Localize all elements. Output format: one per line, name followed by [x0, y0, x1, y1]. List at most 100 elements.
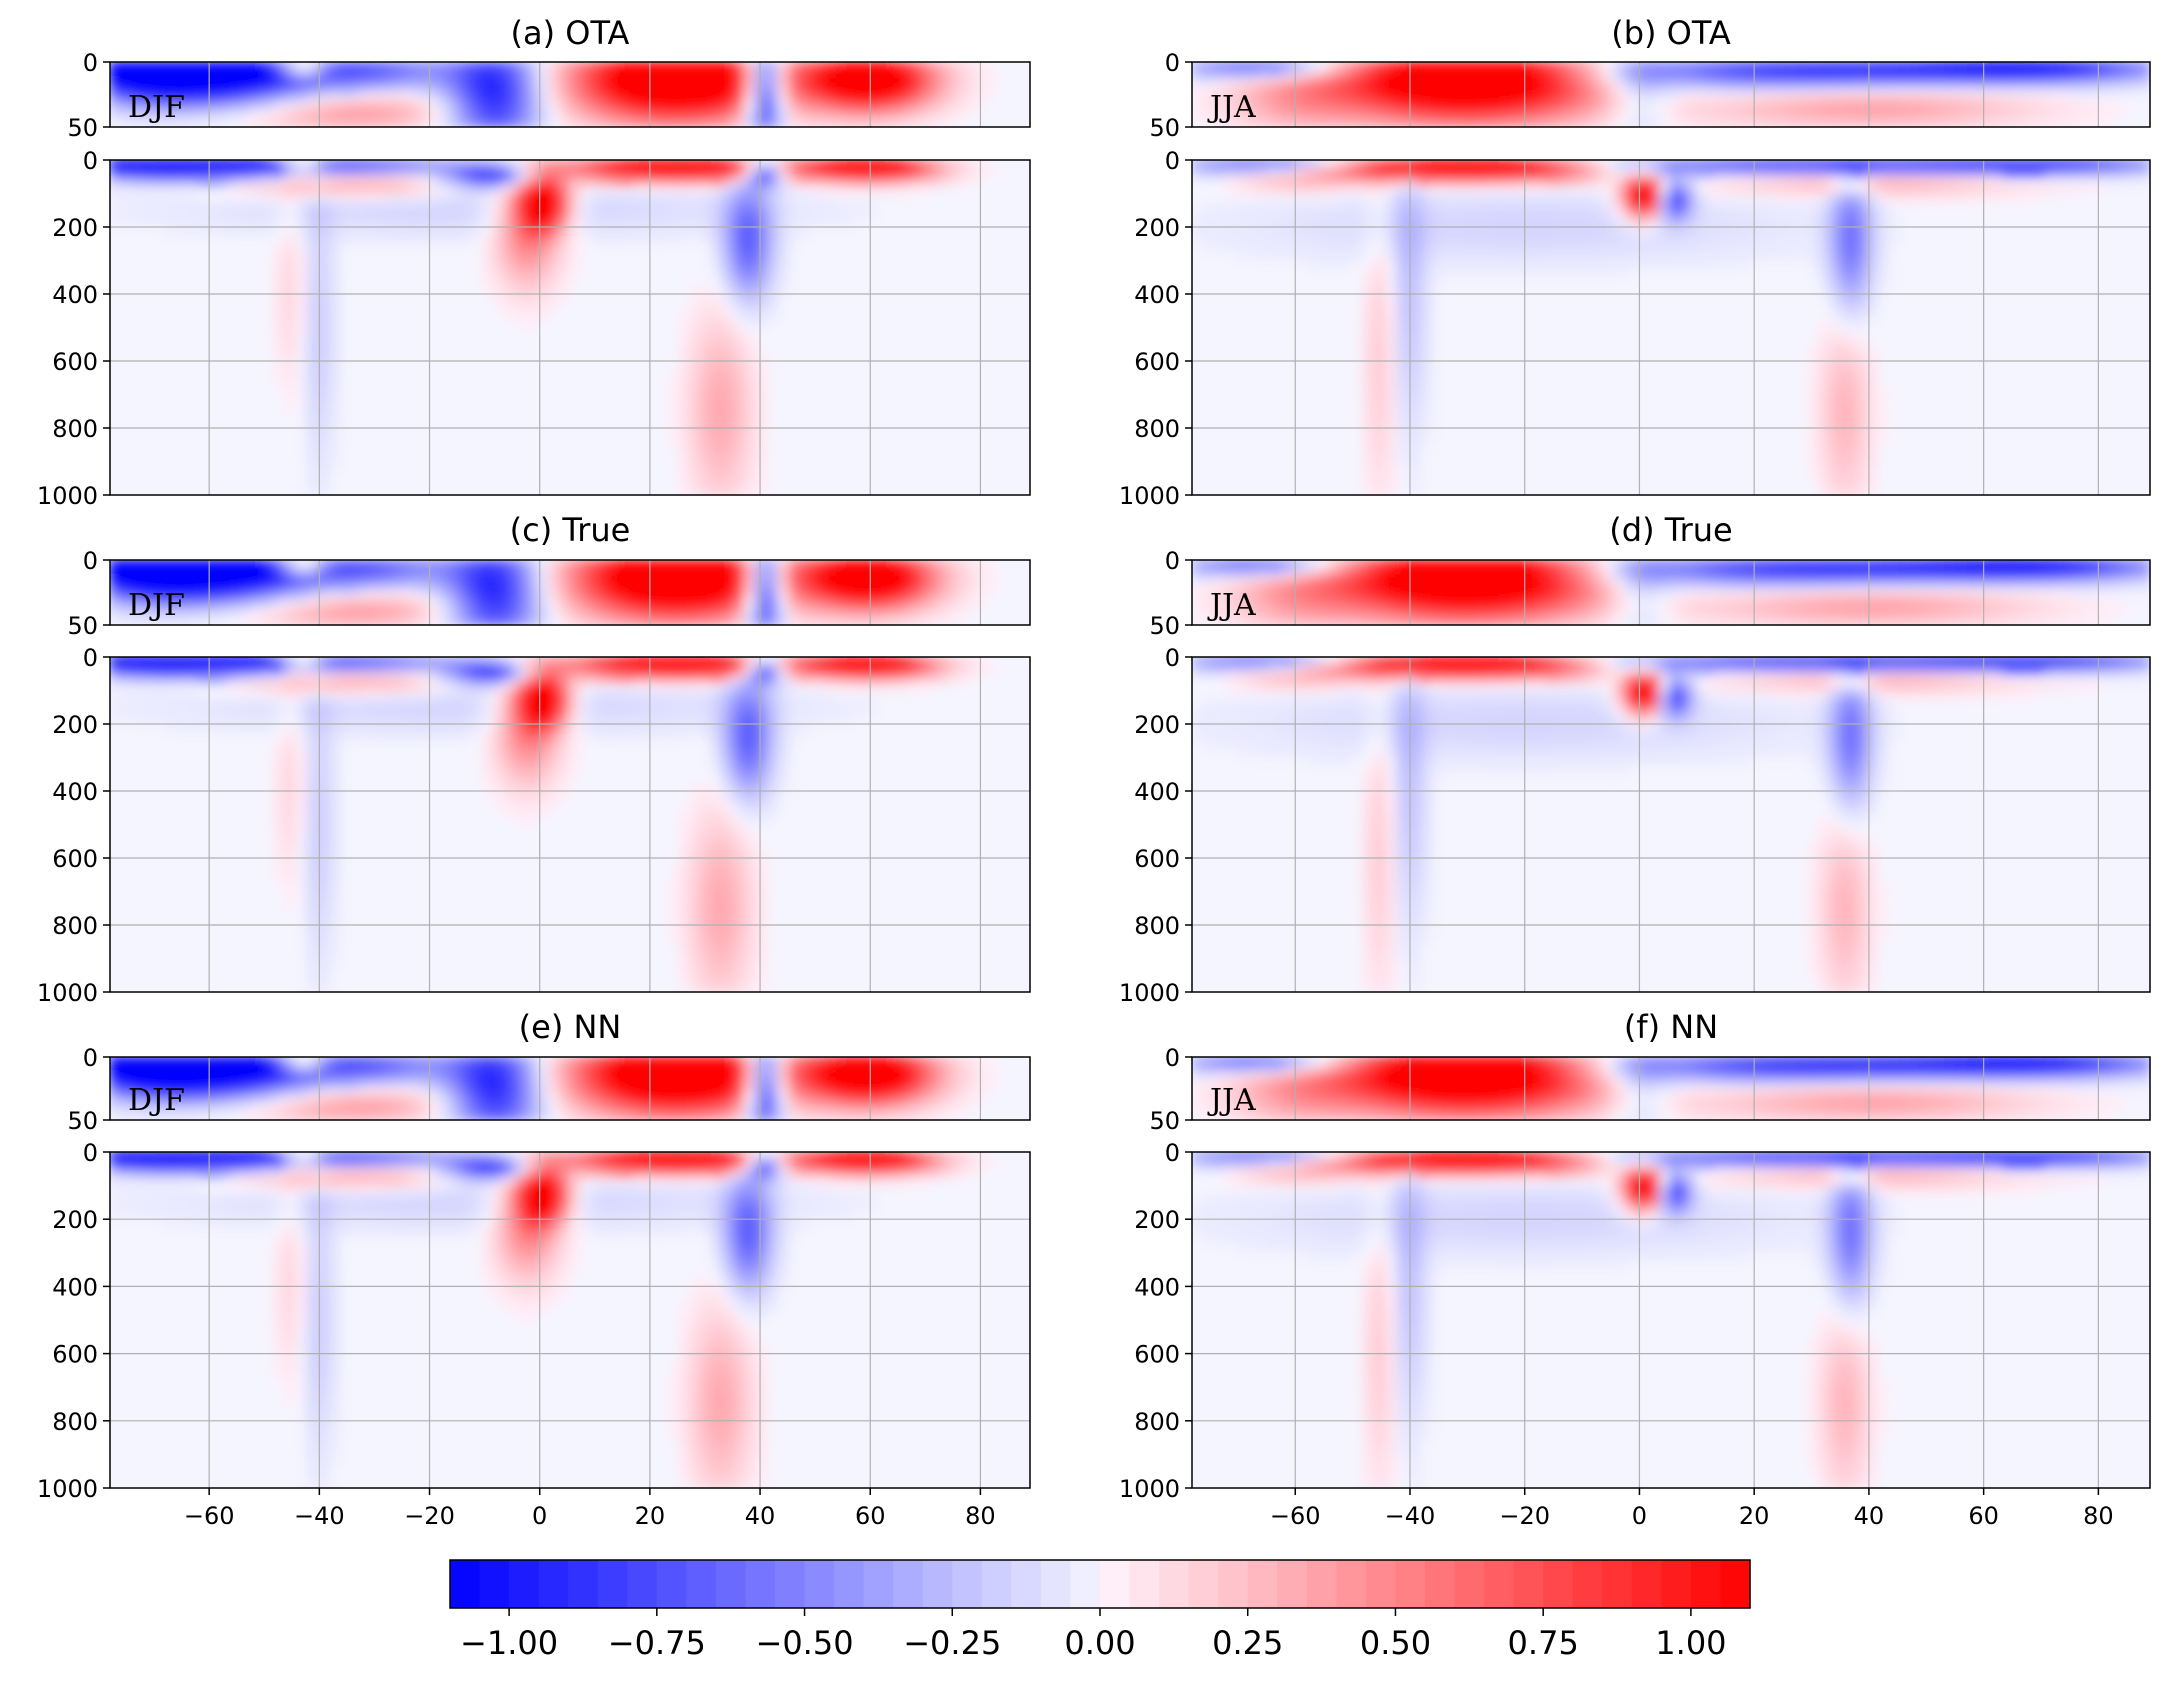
heat-cell: [426, 217, 440, 228]
heat-cell: [110, 591, 122, 600]
heat-cell: [1886, 160, 1901, 170]
heat-cell: [1715, 200, 1729, 212]
heat-cell: [525, 100, 539, 109]
heat-cell: [1293, 167, 1307, 178]
heat-cell: [810, 87, 823, 96]
heat-cell: [711, 598, 725, 607]
heat-cell: [2023, 100, 2037, 109]
heat-cell: [1362, 427, 1376, 438]
heat-cell: [514, 242, 528, 254]
heat-cell: [273, 591, 287, 600]
heat-cell: [755, 267, 769, 279]
heat-cell: [1339, 184, 1353, 195]
heat-cell: [1282, 251, 1296, 262]
heat-cell: [130, 67, 144, 76]
heat-cell: [831, 74, 845, 83]
heat-cell: [2126, 74, 2140, 83]
heat-cell: [1373, 160, 1387, 170]
heat-cell: [141, 160, 155, 170]
heat-cell: [481, 611, 495, 620]
heat-cell: [1362, 200, 1376, 212]
heat-cell: [1293, 234, 1307, 245]
heat-cell: [1818, 106, 1832, 115]
heat-cell: [1795, 74, 1809, 83]
heat-cell: [1818, 184, 1832, 195]
heat-cell: [1590, 100, 1604, 109]
heat-cell: [514, 80, 528, 89]
heat-cell: [1578, 251, 1593, 262]
heat-cell: [580, 192, 593, 203]
heat-cell: [1863, 167, 1878, 178]
heat-cell: [350, 226, 363, 237]
heat-cell: [952, 585, 966, 594]
heat-cell: [722, 343, 736, 354]
heat-cell: [1373, 217, 1387, 228]
heat-cell: [306, 714, 320, 725]
heat-cell: [1829, 427, 1844, 438]
heat-cell: [120, 560, 133, 568]
heat-cell: [2103, 106, 2117, 115]
heat-cell: [722, 560, 736, 568]
heat-cell: [382, 87, 396, 96]
heat-cell: [339, 74, 352, 83]
heat-cell: [536, 578, 550, 587]
heat-cell: [1977, 80, 1992, 89]
heat-cell: [623, 106, 637, 115]
heat-cell: [1476, 80, 1490, 89]
heat-cell: [678, 217, 692, 228]
heat-cell: [240, 565, 254, 574]
heat-cell: [415, 209, 429, 220]
heat-cell: [328, 119, 341, 127]
heat-cell: [317, 572, 331, 581]
heat-cell: [689, 113, 703, 122]
heat-cell: [788, 87, 801, 96]
heat-cell: [930, 560, 944, 568]
heat-cell: [262, 714, 276, 725]
heat-cell: [1213, 87, 1228, 96]
heat-cell: [1795, 217, 1809, 228]
heat-cell: [130, 100, 144, 109]
heat-cell: [1350, 251, 1365, 262]
heat-cell: [1384, 67, 1399, 76]
heat-cell: [612, 234, 626, 245]
heat-cell: [1863, 443, 1878, 455]
heat-cell: [229, 87, 243, 96]
heat-cell: [306, 376, 320, 388]
heat-cell: [766, 267, 780, 279]
heat-cell: [317, 351, 331, 362]
heat-cell: [1464, 259, 1479, 270]
heat-cell: [700, 62, 714, 70]
heat-cell: [295, 773, 309, 784]
heat-cell: [601, 62, 615, 70]
heat-cell: [1818, 276, 1832, 287]
heat-cell: [2137, 74, 2150, 83]
heat-cell: [382, 226, 396, 237]
heat-cell: [1806, 460, 1821, 471]
heat-cell: [448, 119, 462, 127]
heat-cell: [525, 93, 539, 102]
heat-cell: [656, 74, 670, 83]
heat-cell: [612, 167, 626, 178]
heat-cell: [1521, 242, 1536, 254]
heat-cell: [382, 591, 396, 600]
heat-cell: [207, 67, 221, 76]
heat-cell: [1544, 113, 1558, 122]
heat-cell: [1236, 160, 1250, 170]
heat-cell: [1270, 93, 1285, 102]
heat-cell: [842, 119, 856, 127]
heat-cell: [1818, 385, 1832, 396]
heat-cell: [1453, 160, 1467, 170]
heat-cell: [240, 578, 254, 587]
heat-cell: [284, 689, 298, 700]
heat-cell: [525, 80, 539, 89]
heat-cell: [985, 67, 999, 76]
heat-cell: [1601, 167, 1615, 178]
heat-cell: [2035, 100, 2049, 109]
heat-cell: [1544, 93, 1558, 102]
heat-cell: [656, 578, 670, 587]
heat-cell: [1453, 209, 1467, 220]
heat-cell: [711, 418, 725, 429]
heat-cell: [415, 585, 429, 594]
heat-cell: [590, 200, 604, 212]
heat-cell: [393, 87, 407, 96]
